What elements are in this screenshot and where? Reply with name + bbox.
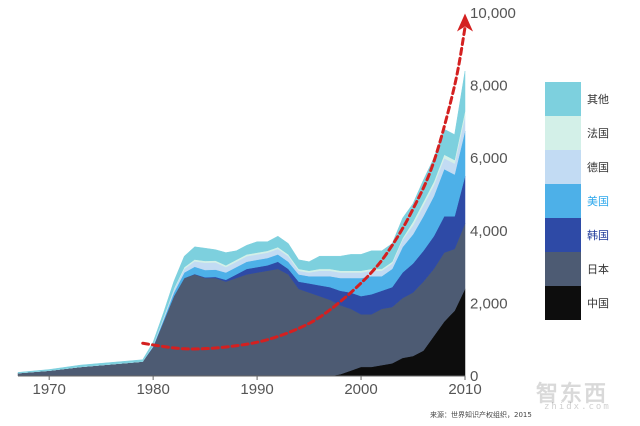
trend-arrowhead [457,13,473,32]
x-tick-label-3: 2000 [344,381,377,398]
legend-label-6: 中国 [587,297,609,310]
watermark-logo: 智东西 zhidx.com [536,376,636,416]
y-tick-label-5: 10,000 [470,5,516,22]
area-series-6 [17,71,466,374]
legend-label-2: 德国 [587,160,609,174]
legend-label-0: 其他 [587,93,609,106]
legend-swatch-1 [545,116,581,150]
source-note: 来源：世界知识产权组织，2015 [430,411,532,419]
legend-label-4: 韩国 [587,228,609,242]
watermark-url: zhidx.com [544,402,611,412]
y-tick-label-0: 0 [470,368,478,385]
x-tick-label-2: 1990 [240,381,273,398]
legend-swatch-0 [545,82,581,116]
trend-line [141,13,473,351]
legend-label-1: 法国 [587,126,609,140]
legend-swatch-2 [545,150,581,184]
legend-label-3: 美国 [587,195,609,208]
legend-label-5: 日本 [587,262,609,276]
legend-swatch-4 [545,218,581,252]
x-tick-label-0: 1970 [32,381,65,398]
legend-swatch-5 [545,252,581,286]
watermark-text: 智东西 [536,382,609,407]
legend-swatch-6 [545,286,581,320]
y-tick-label-3: 6,000 [470,150,508,167]
y-tick-label-1: 2,000 [470,295,508,312]
trend-curve [141,26,467,351]
stacked-areas [17,71,466,377]
x-tick-label-4: 2010 [448,381,481,398]
y-tick-label-4: 8,000 [470,78,508,95]
legend-swatch-3 [545,184,581,218]
x-tick-label-1: 1980 [136,381,169,398]
y-tick-label-2: 4,000 [470,223,508,240]
